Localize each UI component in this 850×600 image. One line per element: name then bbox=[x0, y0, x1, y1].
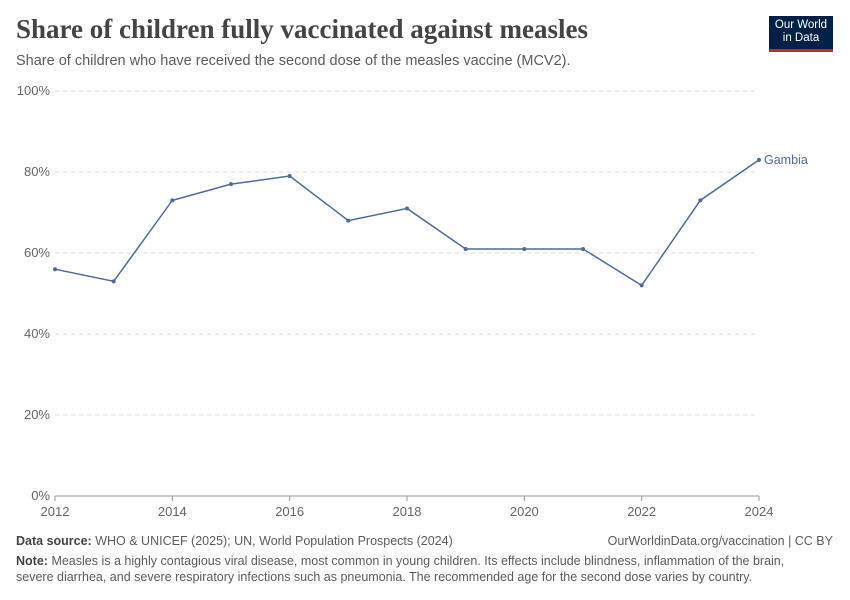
y-tick-label: 100% bbox=[17, 83, 51, 98]
data-point bbox=[170, 198, 175, 203]
data-point bbox=[287, 174, 292, 179]
series-label: Gambia bbox=[764, 153, 808, 167]
chart-title: Share of children fully vaccinated again… bbox=[16, 14, 588, 44]
data-point bbox=[229, 182, 233, 187]
x-tick-label: 2022 bbox=[627, 504, 656, 519]
y-tick-label: 60% bbox=[24, 245, 50, 260]
owid-logo[interactable]: Our World in Data bbox=[769, 16, 833, 52]
x-tick-label: 2018 bbox=[393, 504, 422, 519]
data-point bbox=[581, 246, 585, 251]
data-point bbox=[757, 157, 761, 162]
y-tick-label: 20% bbox=[24, 407, 50, 422]
source-url[interactable]: OurWorldinData.org/vaccination | CC BY bbox=[607, 534, 833, 548]
data-point bbox=[639, 283, 644, 288]
y-tick-label: 80% bbox=[24, 164, 50, 179]
series-line bbox=[54, 159, 760, 287]
note-label: Note: bbox=[16, 554, 48, 568]
x-tick-label: 2024 bbox=[745, 504, 774, 519]
x-tick-label: 2012 bbox=[41, 504, 70, 519]
y-tick-label: 0% bbox=[31, 488, 50, 503]
data-point bbox=[405, 206, 409, 211]
source-label: Data source: bbox=[16, 534, 92, 548]
data-point bbox=[111, 279, 116, 284]
y-tick-label: 40% bbox=[24, 326, 50, 341]
data-source: Data source: WHO & UNICEF (2025); UN, Wo… bbox=[16, 534, 453, 548]
x-tick-label: 2016 bbox=[275, 504, 304, 519]
x-tick-label: 2020 bbox=[510, 504, 539, 519]
note-text: Measles is a highly contagious viral dis… bbox=[16, 554, 785, 584]
data-point bbox=[346, 218, 351, 223]
chart-subtitle: Share of children who have received the … bbox=[16, 53, 571, 69]
source-text: WHO & UNICEF (2025); UN, World Populatio… bbox=[95, 534, 453, 548]
data-point bbox=[698, 198, 703, 203]
data-point bbox=[522, 246, 527, 251]
data-point bbox=[463, 246, 468, 251]
note: Note: Measles is a highly contagious vir… bbox=[16, 553, 816, 585]
data-point bbox=[53, 267, 57, 272]
x-tick-label: 2014 bbox=[158, 504, 187, 519]
